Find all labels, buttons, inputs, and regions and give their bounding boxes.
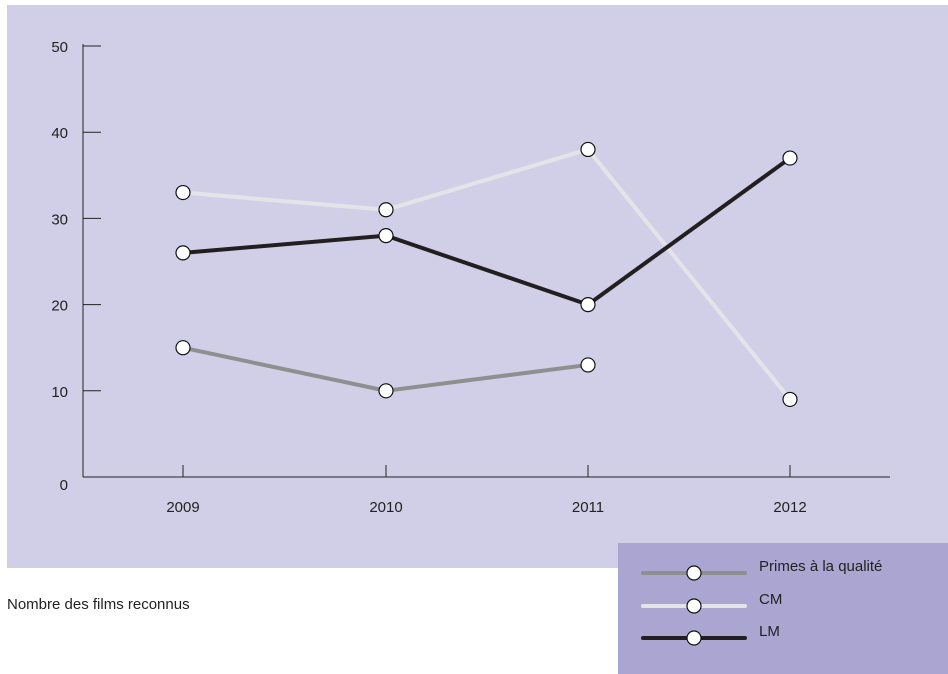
data-point: [175, 245, 191, 261]
legend-box: [618, 543, 948, 674]
plot-background: [7, 5, 948, 568]
legend-label: Primes à la qualité: [759, 558, 882, 575]
x-tick-label: 2011: [572, 499, 604, 516]
chart-caption: Nombre des films reconnus: [7, 596, 190, 613]
points-layer: [175, 141, 798, 408]
y-tick-label: 30: [51, 211, 68, 228]
data-point: [782, 150, 798, 166]
data-point: [580, 141, 596, 158]
data-point: [175, 340, 191, 356]
series-line-2: [181, 156, 792, 307]
data-point: [378, 383, 394, 399]
y-tick-label: 0: [60, 477, 68, 494]
x-tick-label: 2009: [166, 499, 199, 516]
legend-label: LM: [759, 623, 780, 640]
y-tick-label: 10: [51, 384, 68, 401]
axes: 0 10 20 30 40 50 2009 2010 2011 2012: [51, 39, 890, 516]
series-line-1: [181, 147, 792, 402]
x-tick-label: 2010: [369, 499, 402, 516]
y-tick-label: 50: [51, 39, 68, 56]
y-tick-label: 40: [51, 125, 68, 142]
data-point: [580, 357, 596, 373]
legend-swatch-marker: [686, 598, 702, 614]
data-point: [378, 228, 394, 244]
data-point: [175, 184, 191, 201]
data-point: [782, 391, 798, 408]
legend: Primes à la qualité CM LM: [641, 558, 882, 646]
legend-label: CM: [759, 591, 782, 608]
data-point: [580, 297, 596, 313]
x-tick-label: 2012: [773, 499, 806, 516]
y-tick-label: 20: [51, 298, 68, 315]
data-point: [378, 202, 394, 218]
legend-swatch-marker: [686, 565, 702, 581]
legend-swatch-marker: [686, 630, 702, 646]
